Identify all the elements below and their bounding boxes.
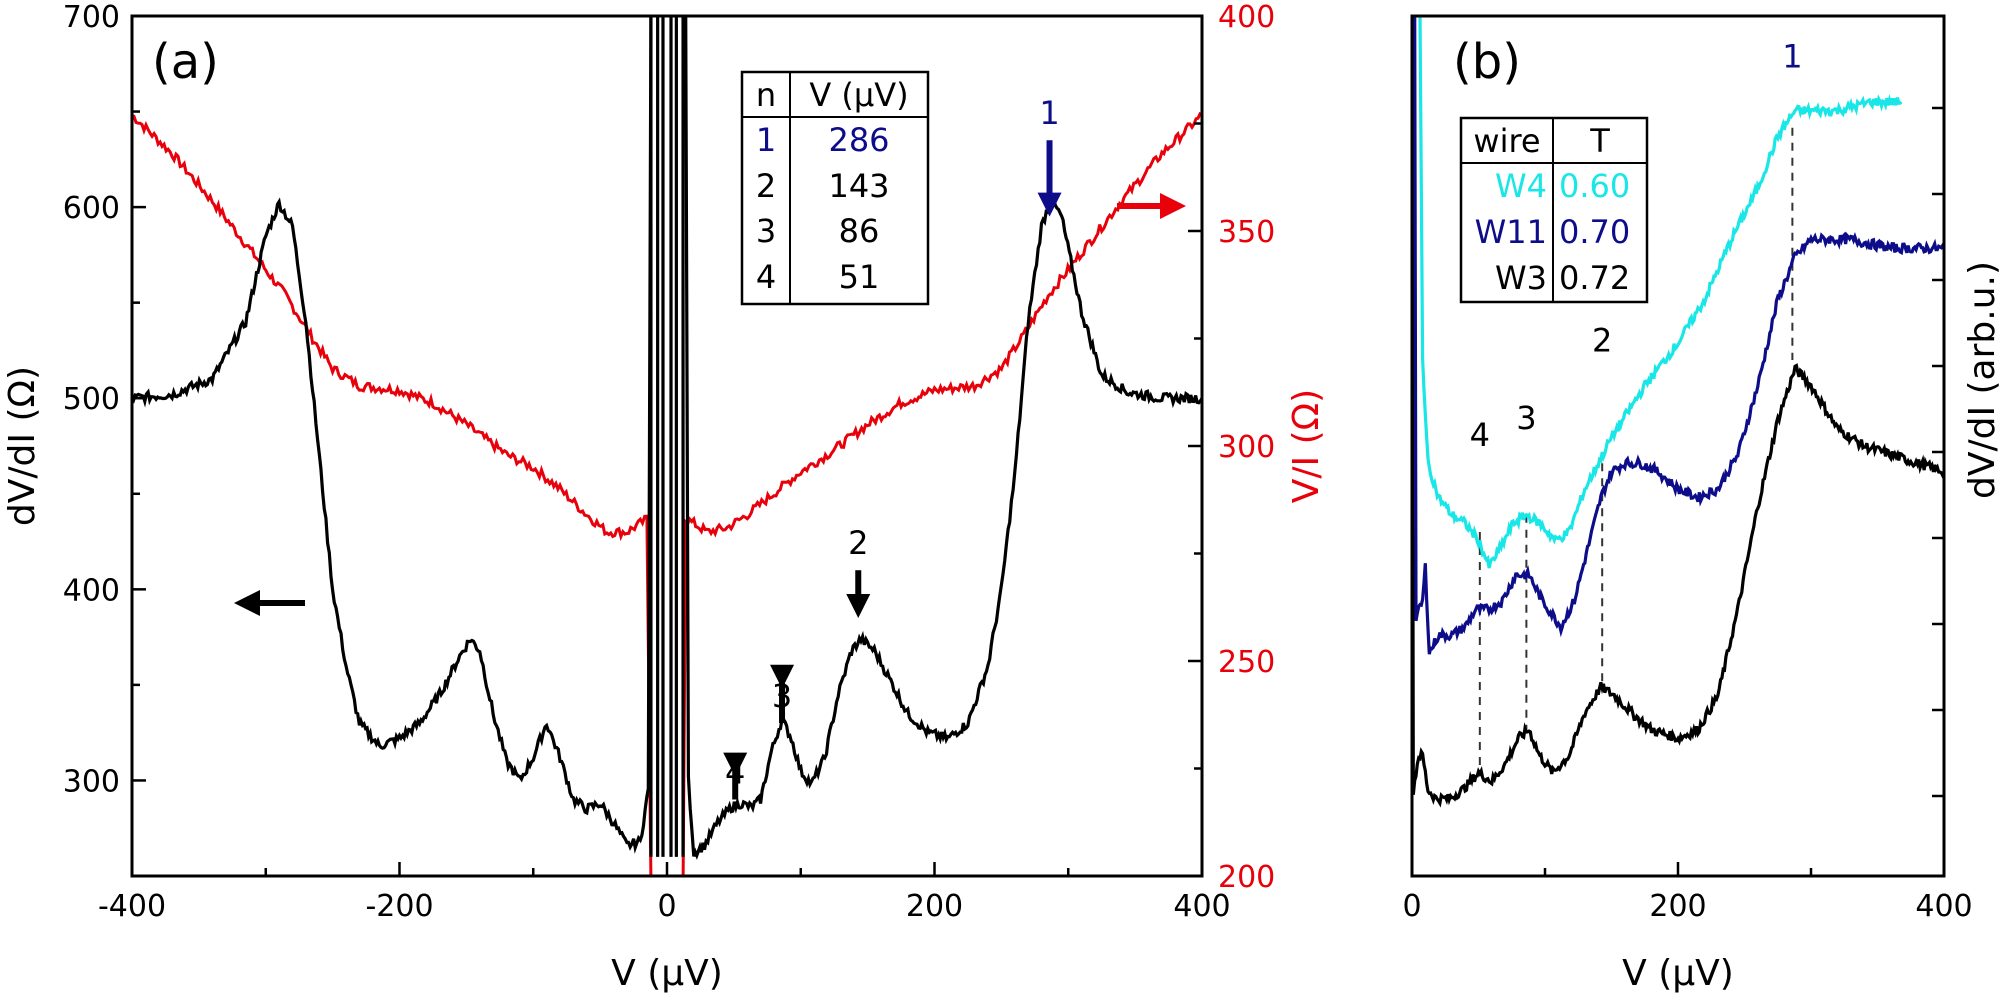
- x-tick-label: 0: [657, 889, 676, 924]
- peak-label: 1: [1782, 38, 1802, 76]
- y-tick-label: 500: [63, 382, 120, 417]
- panel-a-frame: [130, 14, 1204, 878]
- right-axis-arrow: [1117, 193, 1186, 219]
- curve-w3: [1412, 16, 1944, 808]
- panel-b-table-cell: 0.60: [1559, 167, 1630, 205]
- curve-w4: [1418, 16, 1903, 569]
- x-tick-label: -400: [98, 889, 166, 924]
- peak-arrow-label: 4: [725, 754, 745, 792]
- y2-tick-label: 200: [1218, 860, 1275, 895]
- x-tick-label: 400: [1915, 889, 1972, 924]
- panel-a-y2label: V/I (Ω): [1286, 389, 1327, 503]
- panel-a-table-header-v: V (µV): [809, 76, 908, 114]
- y2-tick-label: 300: [1218, 430, 1275, 465]
- panel-a-ticks: -400 -200 0 200 4003004005006007002002503003…: [63, 0, 1276, 924]
- panel-b-table: wire T W4 0.60 W11 0.70 W3 0.72: [1459, 116, 1649, 304]
- panel-a-xlabel: V (µV): [611, 953, 723, 994]
- panel-a-table: n V (µV) 1 286 2 143 3 86 4 51: [740, 70, 930, 306]
- x-tick-label: 200: [1649, 889, 1706, 924]
- y2-tick-label: 400: [1218, 0, 1275, 35]
- panel-b-xlabel: V (µV): [1622, 953, 1734, 994]
- y-tick-label: 700: [63, 0, 120, 35]
- panel-b-table-header-t: T: [1589, 122, 1610, 160]
- dvdi-curve-left: [132, 16, 653, 854]
- peak-label: 2: [1592, 321, 1612, 359]
- panel-b-ticks: 0 200 400: [1402, 106, 1973, 924]
- peak-arrow-label: 2: [848, 524, 868, 562]
- panel-a-table-cell: 1: [756, 121, 776, 159]
- x-tick-label: 0: [1402, 889, 1421, 924]
- panel-b-table-cell: W3: [1495, 259, 1547, 297]
- panel-b-table-cell: 0.70: [1559, 213, 1630, 251]
- y2-tick-label: 250: [1218, 645, 1275, 680]
- dvdi-curve-right: [684, 16, 1202, 860]
- y-tick-label: 300: [63, 764, 120, 799]
- panel-b-peak-labels: 1 2 34: [1470, 38, 1803, 454]
- peak-arrow-head: [1037, 192, 1062, 217]
- panel-b-guide-lines: [1478, 127, 1794, 773]
- panel-b-plot-area: [1412, 16, 1944, 808]
- peak-label: 3: [1516, 399, 1536, 437]
- y-tick-label: 400: [63, 573, 120, 608]
- peak-arrow-head: [846, 594, 871, 618]
- panel-b-letter: (b): [1453, 34, 1521, 90]
- panel-b-table-header-wire: wire: [1473, 122, 1540, 160]
- panel-a-table-header-n: n: [756, 76, 776, 114]
- panel-a-table-cell: 3: [756, 212, 776, 250]
- panel-a-ylabel: dV/dI (Ω): [2, 366, 43, 526]
- left-axis-arrow: [234, 590, 305, 616]
- panel-b-table-cell: W4: [1495, 167, 1547, 205]
- panel-b-ylabel: dV/dI (arb.u.): [1962, 261, 2003, 499]
- panel-a-table-cell: 143: [828, 167, 889, 205]
- panel-a: -400 -200 0 200 4003004005006007002002503003…: [2, 0, 1327, 994]
- panel-a-plot-area: [132, 16, 1202, 876]
- panel-a-table-cell: 286: [828, 121, 889, 159]
- panel-b-table-cell: W11: [1475, 213, 1547, 251]
- peak-arrow-label: 1: [1039, 94, 1059, 132]
- x-tick-label: 400: [1173, 889, 1230, 924]
- vi-curve-left: [132, 113, 653, 876]
- peak-arrow-label: 3: [772, 677, 792, 715]
- panel-a-table-cell: 4: [756, 258, 776, 296]
- panel-a-letter: (a): [152, 34, 219, 90]
- x-tick-label: 200: [906, 889, 963, 924]
- panel-a-table-cell: 51: [839, 258, 880, 296]
- panel-a-peak-arrows: 1 2 3 4: [723, 94, 1062, 800]
- panel-a-table-cell: 2: [756, 167, 776, 205]
- x-tick-label: -200: [365, 889, 433, 924]
- y-tick-label: 600: [63, 191, 120, 226]
- peak-arrow-head: [770, 664, 795, 689]
- panel-b: 0 200 400 (b) V (µV) dV/dI (arb.u.) 1 2 34 w…: [1402, 14, 2003, 994]
- panel-b-table-cell: 0.72: [1559, 259, 1630, 297]
- peak-label: 4: [1470, 416, 1490, 454]
- panel-a-table-cell: 86: [839, 212, 880, 250]
- curve-w11: [1413, 16, 1944, 655]
- y2-tick-label: 350: [1218, 215, 1275, 250]
- vi-curve-right: [681, 111, 1202, 876]
- peak-arrow-head: [723, 752, 748, 777]
- panel-a-table-border: [740, 70, 930, 306]
